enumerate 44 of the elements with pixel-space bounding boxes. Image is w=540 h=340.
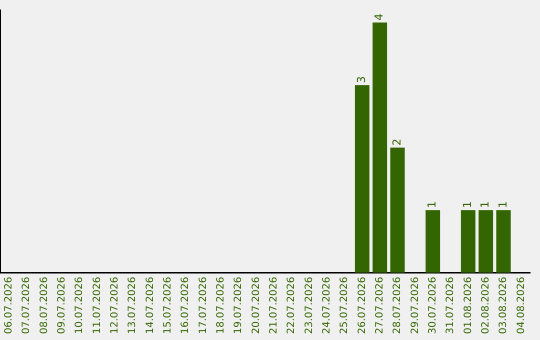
data-label: 3 [355, 76, 368, 84]
x-tick-label: 13.07.2026 [127, 276, 138, 334]
x-tick-label: 30.07.2026 [427, 276, 438, 334]
x-tick-label: 25.07.2026 [339, 276, 350, 334]
x-tick-label: 24.07.2026 [321, 276, 332, 334]
x-tick-label: 28.07.2026 [392, 276, 404, 334]
data-label: 4 [372, 14, 386, 21]
x-tick-label: 27.07.2026 [374, 276, 386, 334]
data-label: 1 [461, 201, 474, 208]
x-tick-label: 07.07.2026 [21, 276, 32, 334]
data-label: 1 [478, 201, 492, 208]
x-tick-label: 15.07.2026 [162, 276, 174, 334]
x-tick-label: 23.07.2026 [304, 276, 315, 334]
x-tick-label: 03.08.2026 [498, 276, 510, 334]
x-tick-label: 22.07.2026 [286, 276, 298, 334]
data-label: 2 [390, 138, 404, 146]
bar [496, 210, 511, 273]
bar [478, 210, 494, 273]
x-tick-label: 10.07.2026 [74, 276, 86, 334]
data-label: 1 [496, 201, 510, 208]
x-tick-label: 16.07.2026 [180, 276, 192, 334]
x-tick-label: 02.08.2026 [480, 276, 492, 334]
x-tick-label: 11.07.2026 [92, 276, 103, 334]
bar [426, 210, 440, 273]
data-label: 1 [426, 201, 439, 208]
x-tick-label: 18.07.2026 [215, 276, 226, 334]
bar [390, 148, 405, 273]
x-tick-label: 17.07.2026 [198, 276, 209, 334]
bar [354, 85, 370, 273]
x-tick-label: 31.07.2026 [445, 276, 456, 334]
x-tick-label: 20.07.2026 [250, 276, 262, 334]
x-tick-label: 26.07.2026 [356, 276, 368, 334]
x-tick-label: 14.07.2026 [144, 276, 156, 334]
x-tick-label: 21.07.2026 [268, 276, 280, 334]
bar [460, 210, 476, 273]
x-tick-label: 19.07.2026 [233, 276, 244, 334]
x-tick-label: 04.08.2026 [516, 276, 527, 334]
x-tick-label: 06.07.2026 [3, 276, 14, 334]
x-tick-label: 01.08.2026 [462, 276, 474, 334]
x-tick-label: 08.07.2026 [38, 276, 50, 334]
bar [372, 22, 388, 273]
x-tick-label: 09.07.2026 [56, 276, 68, 334]
x-tick-label: 29.07.2026 [410, 276, 421, 334]
x-tick-label: 12.07.2026 [109, 276, 120, 334]
